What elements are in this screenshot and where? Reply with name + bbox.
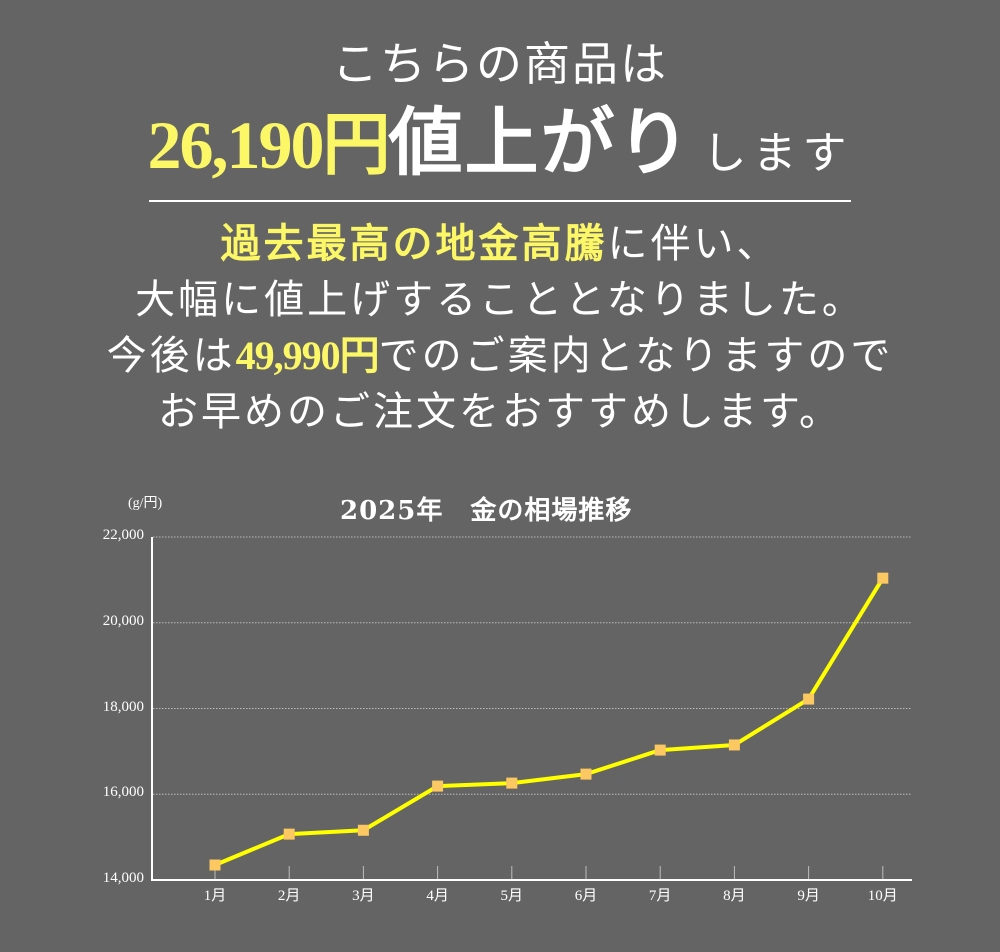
price-rise-suffix: します	[702, 128, 853, 179]
data-point-marker	[506, 777, 518, 789]
message-line-3-prefix: 今後は	[106, 333, 236, 379]
x-tick-label: 6月	[574, 888, 598, 904]
x-tick-label: 10月	[867, 888, 898, 904]
data-point-marker	[728, 739, 740, 751]
x-tick-label: 2月	[277, 888, 301, 904]
message-highlight-reason: 過去最高の地金高騰	[220, 220, 608, 267]
data-point-marker	[580, 768, 592, 780]
data-point-marker	[654, 744, 666, 756]
x-tick-label: 1月	[203, 888, 227, 904]
message-line-3: 今後は49,990円でのご案内となりますので	[0, 328, 1000, 384]
message-line-1: 過去最高の地金高騰に伴い、	[0, 216, 1000, 272]
x-tick-label: 7月	[648, 888, 672, 904]
price-increase-amount: 26,190円	[147, 107, 390, 183]
gridlines	[153, 536, 912, 795]
data-point-marker	[877, 572, 889, 584]
x-tick-marks	[214, 866, 884, 879]
data-point-marker	[357, 824, 369, 836]
message-line-4: お早めのご注文をおすすめします。	[158, 389, 842, 435]
data-point-marker	[803, 693, 815, 705]
y-tick-label: 20,000	[102, 612, 144, 629]
message-line-1-rest: に伴い、	[607, 221, 780, 267]
announcement-message: 過去最高の地金高騰に伴い、 大幅に値上げすることとなりました。 今後は49,99…	[0, 216, 1000, 440]
x-tick-label: 5月	[500, 888, 524, 904]
x-tick-label: 3月	[352, 888, 375, 904]
new-price: 49,990円	[235, 333, 380, 378]
message-line-2: 大幅に値上げすることとなりました。	[135, 277, 865, 323]
price-rise-text: 値上がり	[388, 100, 693, 186]
y-tick-label: 18,000	[102, 698, 144, 715]
y-tick-label: 16,000	[102, 784, 144, 801]
y-tick-label: 14,000	[102, 870, 144, 886]
message-line-3-suffix: でのご案内となりますので	[378, 333, 894, 379]
data-point-markers	[209, 572, 889, 871]
data-point-marker	[209, 859, 221, 871]
headline-intro: こちらの商品は	[332, 37, 668, 91]
x-tick-label: 8月	[723, 888, 746, 904]
y-tick-label: 22,000	[102, 527, 144, 543]
series-line	[214, 577, 885, 867]
headline-price-increase: 26,190円値上がり します	[0, 98, 1000, 208]
x-tick-label: 4月	[426, 888, 449, 904]
chart-title: 2025年 金の相場推移	[340, 496, 633, 526]
data-point-marker	[283, 828, 295, 840]
divider	[149, 200, 851, 202]
chart-unit-label: (g/円)	[128, 496, 163, 511]
data-point-marker	[432, 780, 444, 792]
x-tick-label: 9月	[797, 888, 820, 904]
